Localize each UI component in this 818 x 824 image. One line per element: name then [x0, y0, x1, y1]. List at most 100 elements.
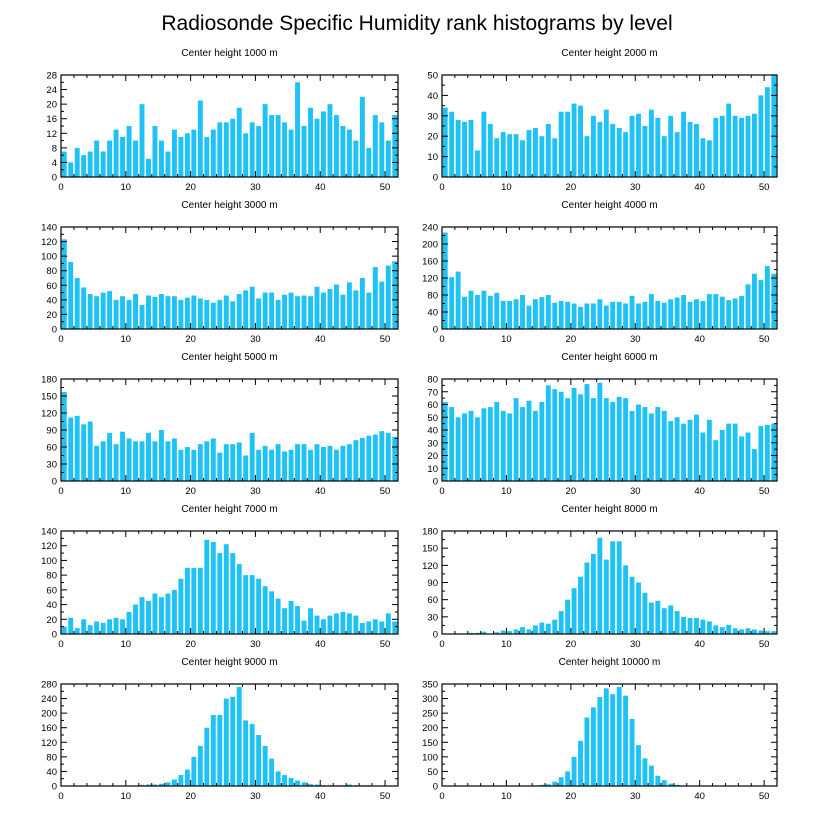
- histogram-bar: [372, 434, 378, 481]
- histogram-bar: [610, 123, 616, 177]
- panel-title: Center height 9000 m: [181, 657, 277, 668]
- histogram-bar: [217, 122, 223, 177]
- histogram-bar: [333, 449, 339, 481]
- x-tick-label: 0: [58, 334, 63, 345]
- y-tick-label: 0: [52, 325, 57, 336]
- histogram-bar: [204, 539, 210, 634]
- histogram-bar: [532, 625, 538, 634]
- histogram-bar: [113, 444, 119, 481]
- histogram-bar: [526, 130, 532, 177]
- histogram-bar: [126, 126, 132, 177]
- histogram-bar: [752, 629, 757, 634]
- histogram-bar: [243, 575, 249, 634]
- histogram-bar: [590, 553, 596, 634]
- y-tick-label: 80: [427, 375, 438, 386]
- histogram-bar: [719, 627, 725, 634]
- histogram-panel: Center height 10000 m 0 10 20 30 40 50 0 50 100 15…: [422, 657, 778, 802]
- histogram-bar: [249, 575, 255, 634]
- histogram-bar: [133, 441, 138, 481]
- y-tick-label: 120: [41, 409, 57, 420]
- histogram-bar: [184, 133, 190, 177]
- histogram-bar: [481, 290, 487, 329]
- y-tick-label: 250: [422, 709, 438, 720]
- histogram-bar: [597, 121, 603, 177]
- histogram-bar: [500, 132, 506, 177]
- histogram-bar: [474, 417, 480, 481]
- histogram-bar: [648, 602, 654, 634]
- panel-title: Center height 10000 m: [559, 657, 661, 668]
- x-tick-label: 20: [566, 182, 577, 193]
- panel-title: Center height 6000 m: [561, 352, 657, 363]
- x-tick-label: 30: [250, 334, 261, 345]
- x-tick-label: 40: [694, 639, 705, 650]
- x-tick-label: 0: [439, 639, 444, 650]
- histogram-bar: [295, 82, 301, 177]
- histogram-bar: [126, 611, 132, 634]
- histogram-bar: [321, 292, 326, 329]
- x-tick-label: 30: [250, 639, 261, 650]
- histogram-bar: [184, 447, 190, 481]
- histogram-bar: [295, 296, 301, 329]
- histogram-bar: [623, 398, 629, 482]
- histogram-bar: [739, 629, 745, 634]
- histogram-bar: [223, 698, 229, 786]
- histogram-bar: [295, 780, 301, 786]
- x-tick-label: 30: [630, 486, 641, 497]
- histogram-bar: [462, 296, 467, 329]
- histogram-bar: [442, 401, 448, 481]
- histogram-bar: [256, 735, 262, 786]
- histogram-bar: [217, 452, 223, 481]
- y-tick-label: 180: [41, 375, 57, 386]
- histogram-bar: [171, 438, 177, 481]
- y-tick-label: 20: [427, 132, 438, 143]
- histogram-bar: [385, 265, 391, 329]
- y-tick-label: 240: [422, 223, 438, 234]
- histogram-bar: [726, 423, 732, 482]
- histogram-bar: [706, 621, 712, 634]
- histogram-bar: [379, 621, 385, 634]
- histogram-bar: [275, 771, 281, 786]
- histogram-bar: [133, 294, 138, 329]
- x-tick-label: 40: [315, 791, 326, 802]
- histogram-bar: [81, 424, 87, 481]
- histogram-bar: [513, 299, 519, 329]
- histogram-bar: [314, 118, 320, 177]
- plot-frame: [60, 683, 399, 787]
- histogram-bar: [217, 553, 223, 634]
- y-tick-label: 120: [422, 561, 438, 572]
- histogram-bar: [732, 115, 738, 177]
- panel-title: Center height 8000 m: [561, 504, 657, 515]
- histogram-bar: [100, 622, 106, 634]
- x-tick-label: 0: [439, 791, 444, 802]
- x-tick-label: 0: [58, 182, 63, 193]
- y-tick-label: 70: [427, 387, 438, 398]
- x-tick-label: 30: [250, 791, 261, 802]
- histogram-bar: [739, 295, 745, 329]
- histogram-bar: [269, 292, 275, 329]
- histogram-bar: [301, 620, 307, 634]
- histogram-bar: [565, 111, 571, 177]
- histogram-bar: [745, 284, 751, 330]
- histogram-bar: [94, 621, 100, 634]
- histogram-bar: [243, 455, 249, 481]
- histogram-bar: [256, 126, 262, 177]
- histogram-bar: [590, 398, 596, 482]
- histogram-bar: [120, 296, 126, 329]
- histogram-bar: [146, 600, 151, 634]
- histogram-bar: [771, 75, 777, 177]
- histogram-bar: [442, 232, 448, 329]
- histogram-bar: [520, 627, 525, 634]
- histogram-panel: Center height 1000 m 0 10 20 30 40 50 0 4 8 12 16 20…: [46, 48, 399, 193]
- y-tick-label: 100: [422, 752, 438, 763]
- histogram-bar: [668, 115, 674, 177]
- x-tick-label: 40: [694, 791, 705, 802]
- histogram-bar: [385, 432, 391, 481]
- histogram-bar: [661, 302, 667, 329]
- histogram-bar: [87, 151, 93, 177]
- histogram-bar: [648, 109, 654, 177]
- histogram-bar: [107, 291, 113, 329]
- histogram-bar: [655, 117, 661, 177]
- histogram-bar: [243, 133, 249, 177]
- histogram-bar: [771, 273, 777, 329]
- histogram-bar: [158, 430, 164, 481]
